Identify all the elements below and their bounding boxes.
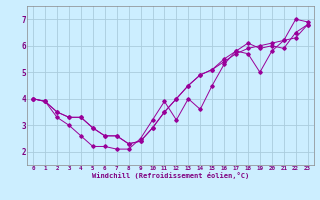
X-axis label: Windchill (Refroidissement éolien,°C): Windchill (Refroidissement éolien,°C) [92, 172, 249, 179]
